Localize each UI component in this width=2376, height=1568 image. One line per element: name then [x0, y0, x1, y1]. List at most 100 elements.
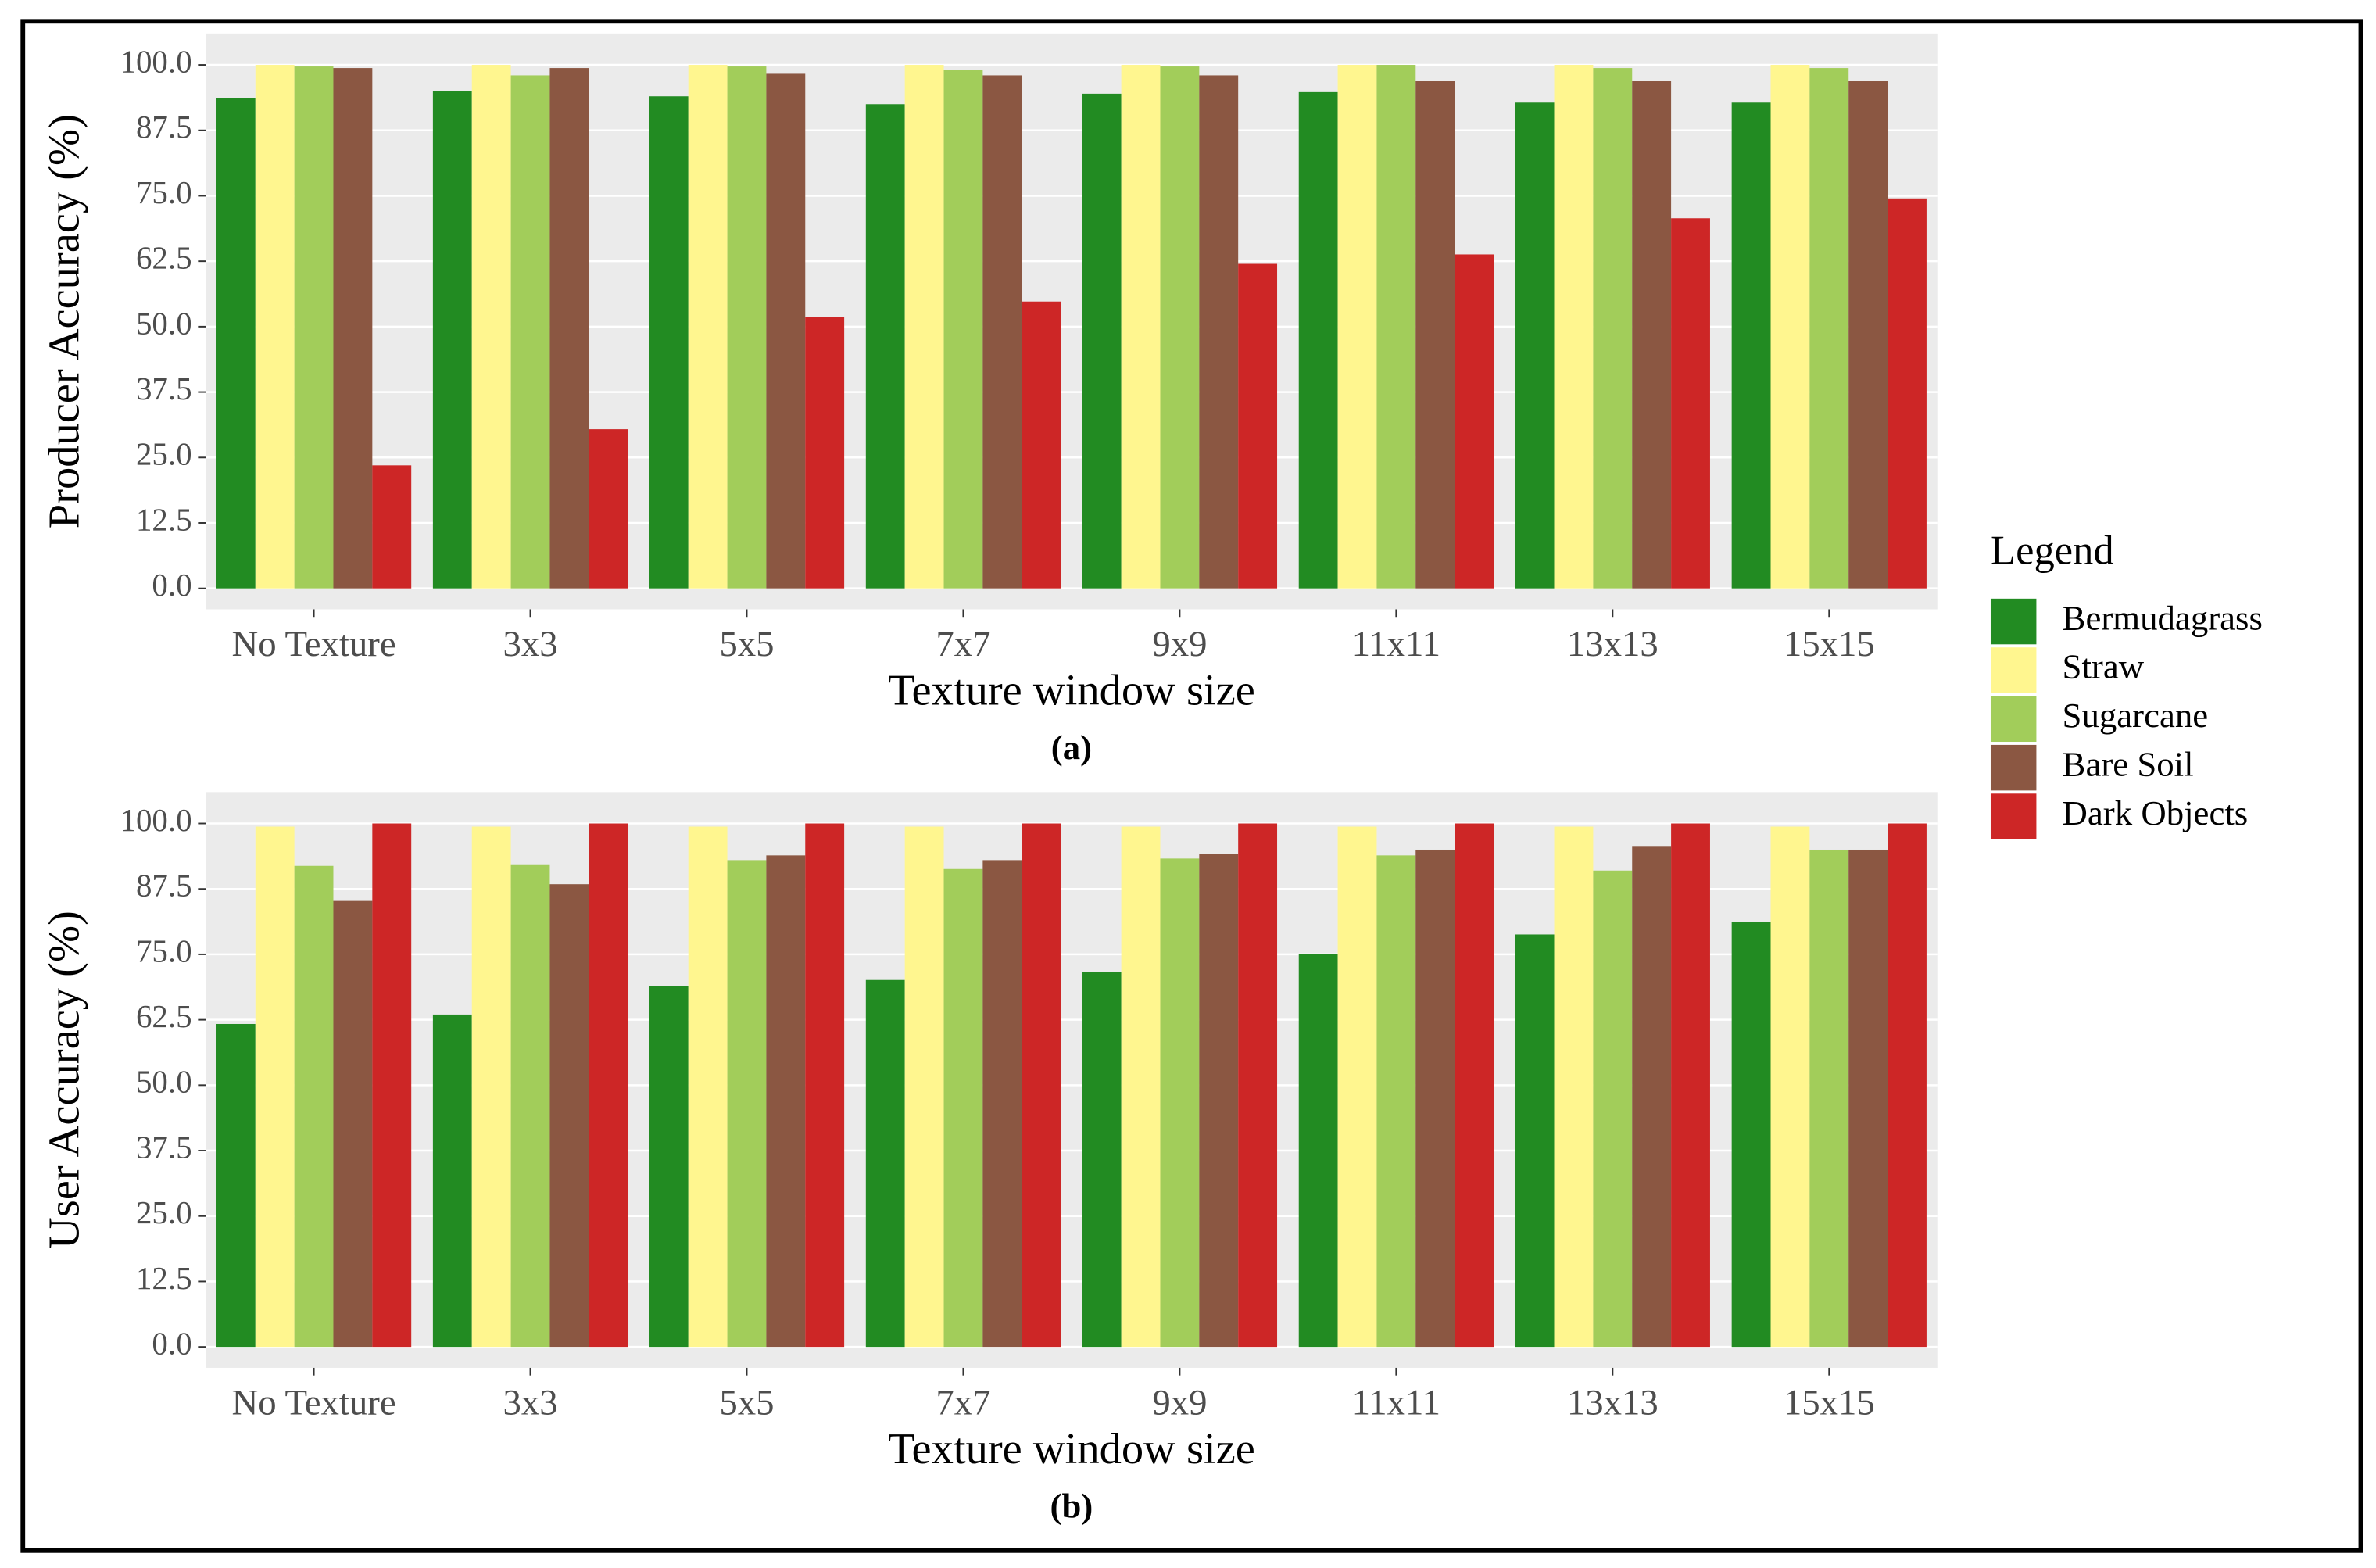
bar: [589, 429, 628, 589]
bar: [255, 826, 295, 1348]
y-axis-title: Producer Accuracy (%): [41, 114, 89, 528]
bar: [1022, 301, 1061, 589]
x-tick-label: 3x3: [503, 624, 557, 664]
x-tick-label: 5x5: [719, 1382, 774, 1423]
bar: [1770, 826, 1810, 1348]
bar: [1848, 81, 1888, 589]
y-tick-label: 100.0: [120, 803, 191, 838]
bar: [1515, 102, 1555, 589]
bar: [432, 1014, 472, 1348]
legend-key: [1990, 744, 2037, 791]
bar: [1376, 65, 1416, 589]
bar: [865, 979, 905, 1348]
bar: [1554, 826, 1594, 1348]
bar: [372, 823, 412, 1348]
legend-key: [1990, 696, 2037, 743]
bar: [549, 884, 589, 1348]
bar: [1160, 858, 1200, 1348]
legend-label: Sugarcane: [2063, 696, 2209, 735]
bar: [727, 860, 767, 1348]
bar: [1593, 68, 1633, 589]
bar: [1671, 218, 1710, 589]
y-tick-label: 75.0: [136, 175, 192, 210]
bar: [333, 900, 373, 1348]
legend-key: [1990, 793, 2037, 839]
x-tick-label: 11x11: [1352, 624, 1440, 664]
x-tick-label: No Texture: [232, 1382, 396, 1423]
x-axis-title: Texture window size: [888, 1425, 1255, 1473]
bar: [943, 70, 983, 589]
x-tick-label: No Texture: [232, 624, 396, 664]
y-tick-label: 37.5: [136, 371, 192, 406]
bar: [982, 860, 1022, 1348]
bar: [1160, 66, 1200, 589]
y-tick-label: 87.5: [136, 109, 192, 145]
legend-label: Bermudagrass: [2063, 598, 2263, 637]
bar: [549, 68, 589, 589]
bar: [1731, 922, 1771, 1348]
bar: [1337, 826, 1377, 1348]
bar: [727, 66, 767, 589]
bar: [649, 986, 689, 1348]
bar: [688, 65, 728, 589]
bar: [1415, 849, 1455, 1348]
bar: [904, 65, 944, 589]
bar: [432, 91, 472, 589]
y-tick-label: 50.0: [136, 1065, 192, 1100]
bar: [589, 823, 628, 1348]
bar: [688, 826, 728, 1348]
bar: [1593, 870, 1633, 1348]
bar: [1554, 65, 1594, 589]
bar: [1415, 81, 1455, 589]
x-tick-label: 3x3: [503, 1382, 557, 1423]
bar: [294, 865, 334, 1348]
y-tick-label: 100.0: [120, 44, 191, 79]
bar: [1022, 823, 1061, 1348]
bar: [471, 65, 511, 589]
bar: [1770, 65, 1810, 589]
bar: [904, 826, 944, 1348]
bar: [333, 68, 373, 589]
bar: [216, 98, 256, 589]
y-tick-label: 37.5: [136, 1129, 192, 1165]
y-tick-label: 62.5: [136, 999, 192, 1034]
bar: [1632, 81, 1672, 589]
bar: [766, 73, 806, 589]
x-tick-label: 11x11: [1352, 1382, 1440, 1423]
y-tick-label: 62.5: [136, 241, 192, 276]
bar: [1671, 823, 1710, 1348]
y-tick-label: 25.0: [136, 437, 192, 472]
bar: [805, 317, 845, 589]
x-tick-label: 7x7: [936, 624, 990, 664]
x-tick-label: 9x9: [1152, 1382, 1207, 1423]
x-tick-label: 5x5: [719, 624, 774, 664]
bar: [1455, 254, 1494, 589]
legend-key: [1990, 647, 2037, 693]
bar: [1298, 954, 1338, 1348]
bar: [1238, 823, 1278, 1348]
legend-key: [1990, 598, 2037, 645]
bar: [372, 465, 412, 589]
bar: [982, 75, 1022, 589]
bar: [1809, 849, 1849, 1348]
y-tick-label: 0.0: [152, 1326, 191, 1362]
bar: [1376, 855, 1416, 1348]
bar: [805, 823, 845, 1348]
x-tick-label: 13x13: [1567, 624, 1659, 664]
x-tick-label: 15x15: [1784, 1382, 1875, 1423]
bar: [1848, 849, 1888, 1348]
bar: [1632, 846, 1672, 1348]
x-tick-label: 9x9: [1152, 624, 1207, 664]
bar: [1121, 65, 1161, 589]
bar: [1238, 263, 1278, 589]
bar: [1455, 823, 1494, 1348]
y-tick-label: 12.5: [136, 1261, 192, 1296]
bar: [1515, 934, 1555, 1348]
bar: [1199, 854, 1239, 1348]
bar: [766, 855, 806, 1348]
bar: [255, 65, 295, 589]
bar: [943, 868, 983, 1348]
bar: [1809, 68, 1849, 589]
legend-title: Legend: [1991, 528, 2114, 573]
